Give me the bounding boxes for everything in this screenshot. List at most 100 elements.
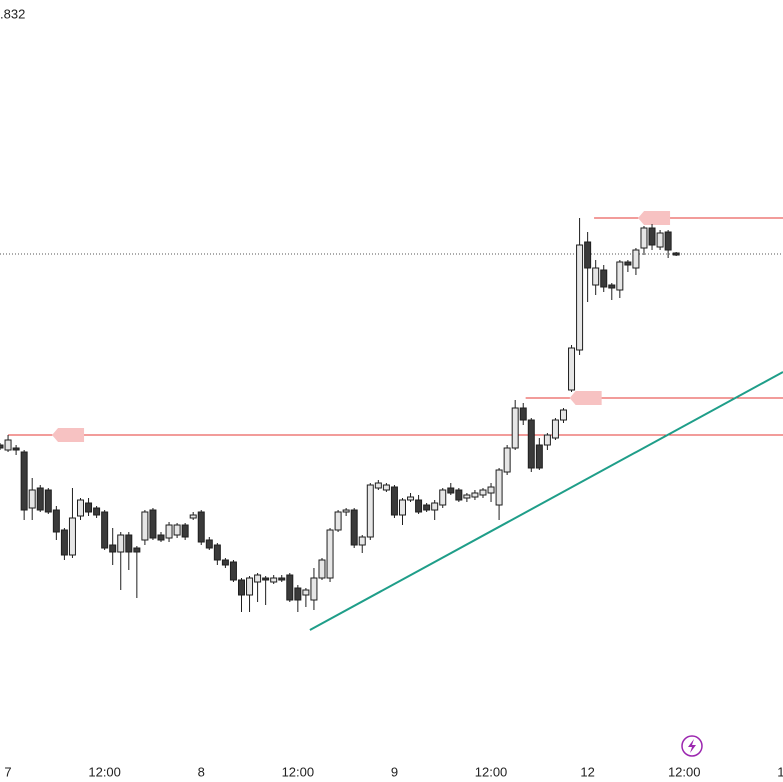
candle-body <box>382 484 390 491</box>
candle-body <box>527 419 535 469</box>
candle-body <box>543 434 551 446</box>
candle-body <box>664 231 672 251</box>
candle-body <box>366 484 374 538</box>
candle-body <box>44 489 52 513</box>
candle-body <box>423 504 431 511</box>
candle-body <box>358 536 366 546</box>
candle-body <box>302 589 310 596</box>
candle-body <box>439 489 447 506</box>
candle-body <box>640 227 648 249</box>
candle-body <box>511 407 519 449</box>
candle-body <box>60 529 68 556</box>
candle-body <box>76 499 84 517</box>
candle-body <box>503 447 511 473</box>
candle-body <box>326 529 334 579</box>
candle-body <box>0 444 4 449</box>
candle-body <box>36 487 44 511</box>
x-tick-label: 9 <box>391 764 398 779</box>
candle-body <box>672 252 680 256</box>
x-tick-label: 12:00 <box>668 764 701 779</box>
candle-body <box>133 547 141 553</box>
candle-body <box>592 267 600 286</box>
candle-body <box>286 574 294 601</box>
x-tick-label: 8 <box>198 764 205 779</box>
candle-body <box>374 482 382 489</box>
candle-body <box>342 509 350 513</box>
candle-body <box>237 579 245 596</box>
candle-body <box>519 407 527 421</box>
candle-body <box>254 574 262 583</box>
candle-body <box>4 439 12 451</box>
level-tag <box>638 211 671 225</box>
lightning-icon[interactable] <box>688 739 696 753</box>
candle-body <box>656 232 664 248</box>
candle-body <box>407 496 415 501</box>
candle-body <box>632 249 640 269</box>
x-tick-label: 7 <box>4 764 11 779</box>
candles <box>0 218 680 612</box>
candle-body <box>205 539 213 549</box>
candle-body <box>415 499 423 513</box>
candle-body <box>278 577 286 581</box>
lightning-button[interactable] <box>681 735 703 757</box>
candle-body <box>455 489 463 501</box>
x-tick-label: 1 <box>777 764 783 779</box>
candle-body <box>616 261 624 291</box>
candle-body <box>181 524 189 538</box>
candle-body <box>85 502 93 513</box>
level-tag <box>569 391 602 405</box>
x-tick-label: 12:00 <box>475 764 508 779</box>
candle-body <box>141 511 149 541</box>
candle-body <box>576 244 584 351</box>
candle-body <box>559 409 567 421</box>
corner-text: .832 <box>0 6 25 21</box>
candle-body <box>246 577 254 596</box>
candle-body <box>624 261 632 266</box>
candle-body <box>398 499 406 516</box>
candle-body <box>221 559 229 566</box>
candle-body <box>431 502 439 511</box>
candle-body <box>471 492 479 498</box>
candle-body <box>495 469 503 506</box>
candle-body <box>262 577 270 581</box>
candle-body <box>584 241 592 269</box>
candle-body <box>334 511 342 531</box>
candle-body <box>213 544 221 561</box>
candle-body <box>463 494 471 499</box>
candle-body <box>318 559 326 579</box>
candle-body <box>189 514 197 519</box>
candle-body <box>109 544 117 553</box>
candle-body <box>173 524 181 536</box>
candle-body <box>93 507 101 516</box>
drawings <box>0 211 783 631</box>
candle-body <box>648 227 656 246</box>
level-tag <box>52 428 85 442</box>
candle-body <box>600 269 608 288</box>
candle-body <box>551 419 559 439</box>
candle-body <box>165 524 173 539</box>
x-tick-label: 12 <box>580 764 594 779</box>
candle-body <box>447 487 455 494</box>
candle-body <box>568 347 576 391</box>
trend-line <box>309 371 783 631</box>
candle-body <box>294 587 302 601</box>
candle-body <box>608 284 616 289</box>
candle-body <box>487 486 495 494</box>
candle-body <box>68 517 76 556</box>
candle-body <box>157 534 165 541</box>
candle-body <box>197 511 205 543</box>
candle-body <box>390 486 398 516</box>
candle-body <box>101 511 109 549</box>
labels: 7 12:00 8 12:00 9 12:00 12 12:00 1 <box>4 764 783 779</box>
candle-body <box>535 444 543 469</box>
candle-body <box>149 509 157 539</box>
candle-body <box>479 489 487 496</box>
candle-body <box>117 534 125 553</box>
candle-body <box>350 509 358 546</box>
candle-body <box>20 451 28 511</box>
x-tick-label: 12:00 <box>282 764 315 779</box>
x-tick-label: 12:00 <box>88 764 121 779</box>
lightning-circle[interactable] <box>681 735 703 757</box>
